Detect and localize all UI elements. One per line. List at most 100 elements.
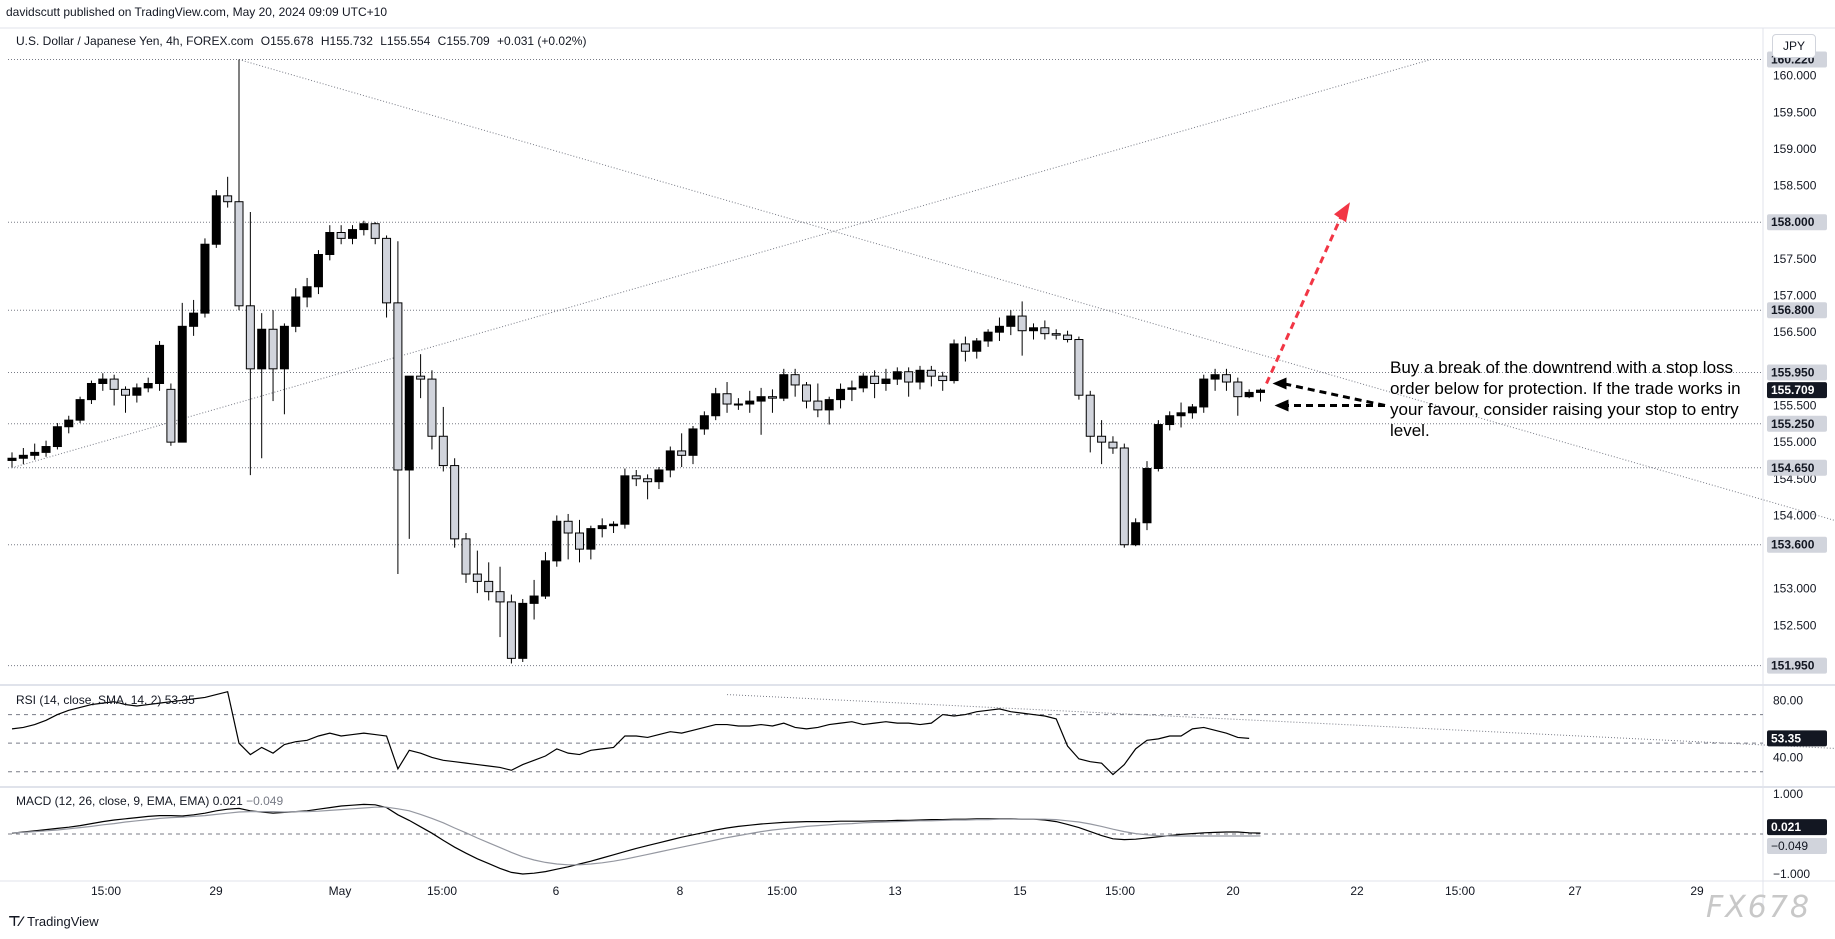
published-by-text: davidscutt published on TradingView.com,… (6, 5, 388, 19)
candle-body (109, 378, 119, 390)
candle-body (1210, 374, 1220, 380)
price-level-tag (1767, 459, 1827, 476)
price-axis-tick: 158.500 (1773, 179, 1817, 193)
time-axis-tick: 15:00 (767, 884, 797, 898)
price-axis-tick: 156.500 (1773, 325, 1817, 339)
price-axis-tick: 160.000 (1773, 69, 1817, 83)
price-axis-tick: 157.000 (1773, 289, 1817, 303)
symbol-name: U.S. Dollar / Japanese Yen, 4h, FOREX.co… (16, 34, 254, 48)
candle-body (427, 378, 437, 437)
candle-body (1040, 327, 1050, 335)
candle-body (677, 450, 687, 456)
macd-line (11, 803, 1261, 875)
candle-body (711, 393, 721, 417)
rsi-line (11, 690, 1250, 776)
ohlc-change: +0.031 (+0.02%) (497, 34, 587, 48)
symbol-legend[interactable]: U.S. Dollar / Japanese Yen, 4h, FOREX.co… (16, 34, 590, 48)
candle-body (779, 374, 789, 399)
candle-body (450, 465, 460, 540)
price-tag-bg (1767, 536, 1827, 553)
candle-body (938, 375, 948, 382)
candle-body (654, 469, 664, 483)
candle-body (1244, 391, 1254, 398)
price-tag-bg (1767, 302, 1827, 319)
macd-tag-label: 0.021 (1771, 820, 1801, 834)
candle-body (41, 446, 51, 453)
time-axis-tick: 6 (553, 884, 560, 898)
price-tag-bg (1767, 364, 1827, 381)
candle-body (643, 478, 653, 483)
rsi-value-tag (1767, 730, 1827, 747)
candle-body (98, 378, 108, 384)
candle-body (575, 532, 584, 550)
candle-body (1119, 447, 1129, 546)
uptrend-trendline (11, 59, 1431, 469)
price-axis-tick: 157.500 (1773, 252, 1817, 266)
ohlc-open: O155.678 (260, 34, 314, 48)
rsi-legend[interactable]: RSI (14, close, SMA, 14, 2) 53.35 (16, 693, 195, 707)
macd-axis-tick: −1.000 (1773, 867, 1810, 881)
candle-body (166, 388, 176, 443)
candle-body (404, 375, 414, 471)
candle-body (665, 450, 675, 471)
candle-body (518, 602, 528, 659)
candle-body (75, 399, 85, 421)
candle-body (1017, 315, 1027, 332)
time-axis-tick: 29 (1690, 884, 1704, 898)
candle-body (1131, 522, 1141, 546)
candle-body (847, 387, 857, 390)
price-tag-label: 155.950 (1771, 365, 1815, 379)
candle-body (540, 560, 550, 597)
time-axis-tick: 13 (888, 884, 902, 898)
price-level-tag (1767, 536, 1827, 553)
current-price-tag (1767, 382, 1827, 399)
red-breakout-arrow (1265, 202, 1350, 385)
candle-body (1006, 315, 1016, 327)
rsi-tag-label: 53.35 (1771, 731, 1801, 745)
macd-signal-line (11, 806, 1261, 866)
rsi-value: 53.35 (164, 693, 195, 707)
currency-button[interactable]: JPY (1772, 34, 1816, 58)
candle-body (552, 520, 562, 562)
candle-body (949, 343, 959, 382)
price-tag-bg (1767, 459, 1827, 476)
candle-body (1063, 334, 1073, 341)
candle-body (484, 580, 494, 593)
candle-body (348, 229, 357, 239)
candle-body (790, 374, 800, 386)
candle-body (609, 523, 619, 527)
candle-body (461, 538, 471, 575)
candle-body (257, 328, 267, 370)
price-tag-label: 158.000 (1771, 215, 1815, 229)
candle-body (223, 195, 233, 203)
candle-body (972, 340, 982, 352)
candle-body (359, 223, 369, 231)
macd-legend[interactable]: MACD (12, 26, close, 9, EMA, EMA) 0.021 … (16, 794, 283, 808)
price-axis-tick: 155.500 (1773, 398, 1817, 412)
price-tag-label: 151.950 (1771, 659, 1815, 673)
candle-body (302, 286, 312, 298)
candle-body (291, 296, 301, 327)
candle-body (1142, 468, 1152, 524)
tradingview-logo-icon: ⊤⁄ (8, 913, 22, 929)
candle-body (620, 475, 630, 525)
macd-signal-tag-label: −0.049 (1771, 839, 1808, 853)
candle-body (132, 387, 142, 396)
candle-body (858, 375, 868, 389)
candle-body (370, 223, 380, 239)
candle-body (313, 253, 323, 288)
candle-body (325, 232, 335, 255)
macd-signal-tag-bg (1767, 837, 1827, 854)
candle-body (268, 328, 278, 370)
candle-body (586, 528, 596, 550)
candle-body (904, 371, 914, 383)
candle-body (688, 428, 698, 456)
candle-body (722, 393, 732, 405)
black-stop-arrow (1274, 399, 1385, 412)
candle-body (1199, 378, 1209, 408)
candle-body (1221, 374, 1231, 383)
candle-body (1074, 339, 1084, 396)
candle-body (211, 195, 221, 245)
candle-body (960, 343, 970, 352)
